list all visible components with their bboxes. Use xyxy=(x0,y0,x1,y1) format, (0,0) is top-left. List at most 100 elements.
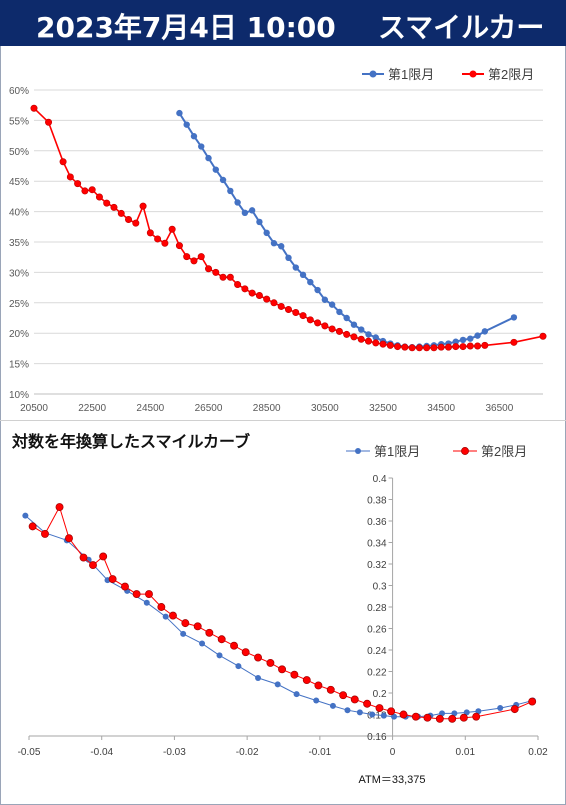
legend-marker xyxy=(369,70,377,78)
header-date: 2023年7月4日 10:00 xyxy=(36,11,336,44)
data-point xyxy=(234,281,242,289)
y-tick-label: 60% xyxy=(9,86,29,97)
x-tick-label: -0.05 xyxy=(18,747,41,758)
data-point xyxy=(363,699,372,708)
data-point xyxy=(356,709,363,716)
header-banner: 2023年7月4日 10:00 スマイルカーブ xyxy=(0,0,566,84)
data-point xyxy=(423,344,431,352)
data-point xyxy=(302,676,311,685)
data-point xyxy=(241,209,249,217)
y-tick-label: 0.32 xyxy=(367,560,387,571)
data-point xyxy=(212,166,219,173)
data-point xyxy=(358,326,365,333)
data-point xyxy=(183,253,191,261)
y-tick-label: 0.38 xyxy=(367,496,387,507)
data-point xyxy=(89,561,97,570)
data-point xyxy=(45,118,53,126)
series-line-1 xyxy=(178,112,515,349)
x-tick-label: 36500 xyxy=(485,403,513,414)
data-point xyxy=(180,630,187,637)
legend-marker xyxy=(461,447,469,455)
data-point xyxy=(176,109,183,117)
data-point xyxy=(372,334,379,341)
data-point xyxy=(452,343,460,351)
x-tick-label: -0.01 xyxy=(308,747,331,758)
data-point xyxy=(255,674,262,681)
legend-label: 第1限月 xyxy=(374,444,420,459)
data-point xyxy=(474,342,482,350)
data-point xyxy=(88,186,96,194)
data-point xyxy=(161,239,169,247)
legend-label: 第2限月 xyxy=(488,67,534,82)
y-tick-label: 45% xyxy=(9,177,29,188)
data-point xyxy=(256,218,263,226)
data-point xyxy=(350,695,359,704)
data-point xyxy=(364,337,372,345)
data-point xyxy=(162,613,169,620)
data-point xyxy=(143,599,150,606)
data-point xyxy=(339,691,348,700)
data-point xyxy=(539,332,547,340)
x-tick-label: 20500 xyxy=(20,403,48,414)
data-point xyxy=(121,582,129,591)
x-tick-label: 22500 xyxy=(78,403,106,414)
data-point xyxy=(197,253,205,261)
data-point xyxy=(193,622,202,631)
data-point xyxy=(168,225,176,233)
data-point xyxy=(278,665,286,674)
data-point xyxy=(30,104,38,112)
data-point xyxy=(226,273,234,281)
data-point xyxy=(219,176,227,184)
data-point xyxy=(343,330,351,338)
data-point xyxy=(430,344,438,352)
data-point xyxy=(59,158,67,166)
data-point xyxy=(474,332,481,339)
data-point xyxy=(411,712,420,721)
data-point xyxy=(415,344,423,352)
data-point xyxy=(190,257,198,265)
data-point xyxy=(329,702,336,709)
data-point xyxy=(103,199,111,207)
data-point xyxy=(528,697,537,706)
data-point xyxy=(108,575,117,583)
data-point xyxy=(459,343,467,351)
data-point xyxy=(81,187,89,195)
y-tick-label: 35% xyxy=(9,238,29,249)
data-point xyxy=(369,711,376,718)
data-point xyxy=(139,202,147,210)
data-point xyxy=(235,663,242,670)
y-tick-label: 0.26 xyxy=(367,625,387,636)
x-tick-label: 26500 xyxy=(195,403,223,414)
data-point xyxy=(254,653,262,662)
data-point xyxy=(183,121,190,128)
legend-marker xyxy=(469,70,477,78)
y-tick-label: 0.2 xyxy=(373,689,387,700)
data-point xyxy=(292,264,299,271)
legend-label: 第2限月 xyxy=(481,444,527,459)
data-point xyxy=(277,302,285,310)
data-point xyxy=(375,704,384,712)
data-point xyxy=(66,173,74,181)
data-point xyxy=(110,203,118,211)
x-tick-label: -0.03 xyxy=(163,747,186,758)
data-point xyxy=(241,648,250,657)
data-point xyxy=(408,344,416,352)
data-point xyxy=(387,707,396,716)
data-point xyxy=(132,590,141,599)
data-point xyxy=(497,705,504,712)
data-point xyxy=(205,154,212,162)
data-point xyxy=(216,652,223,659)
data-point xyxy=(510,314,518,321)
data-point xyxy=(313,697,320,704)
data-point xyxy=(227,187,234,195)
data-point xyxy=(241,285,249,293)
data-point xyxy=(472,712,481,721)
data-point xyxy=(175,242,183,250)
atm-annotation: ATM＝33,375 xyxy=(358,774,425,786)
data-point xyxy=(212,268,220,276)
data-point xyxy=(230,641,239,650)
data-point xyxy=(278,243,285,250)
data-point xyxy=(350,321,358,328)
data-point xyxy=(328,301,336,308)
data-point xyxy=(380,712,387,719)
